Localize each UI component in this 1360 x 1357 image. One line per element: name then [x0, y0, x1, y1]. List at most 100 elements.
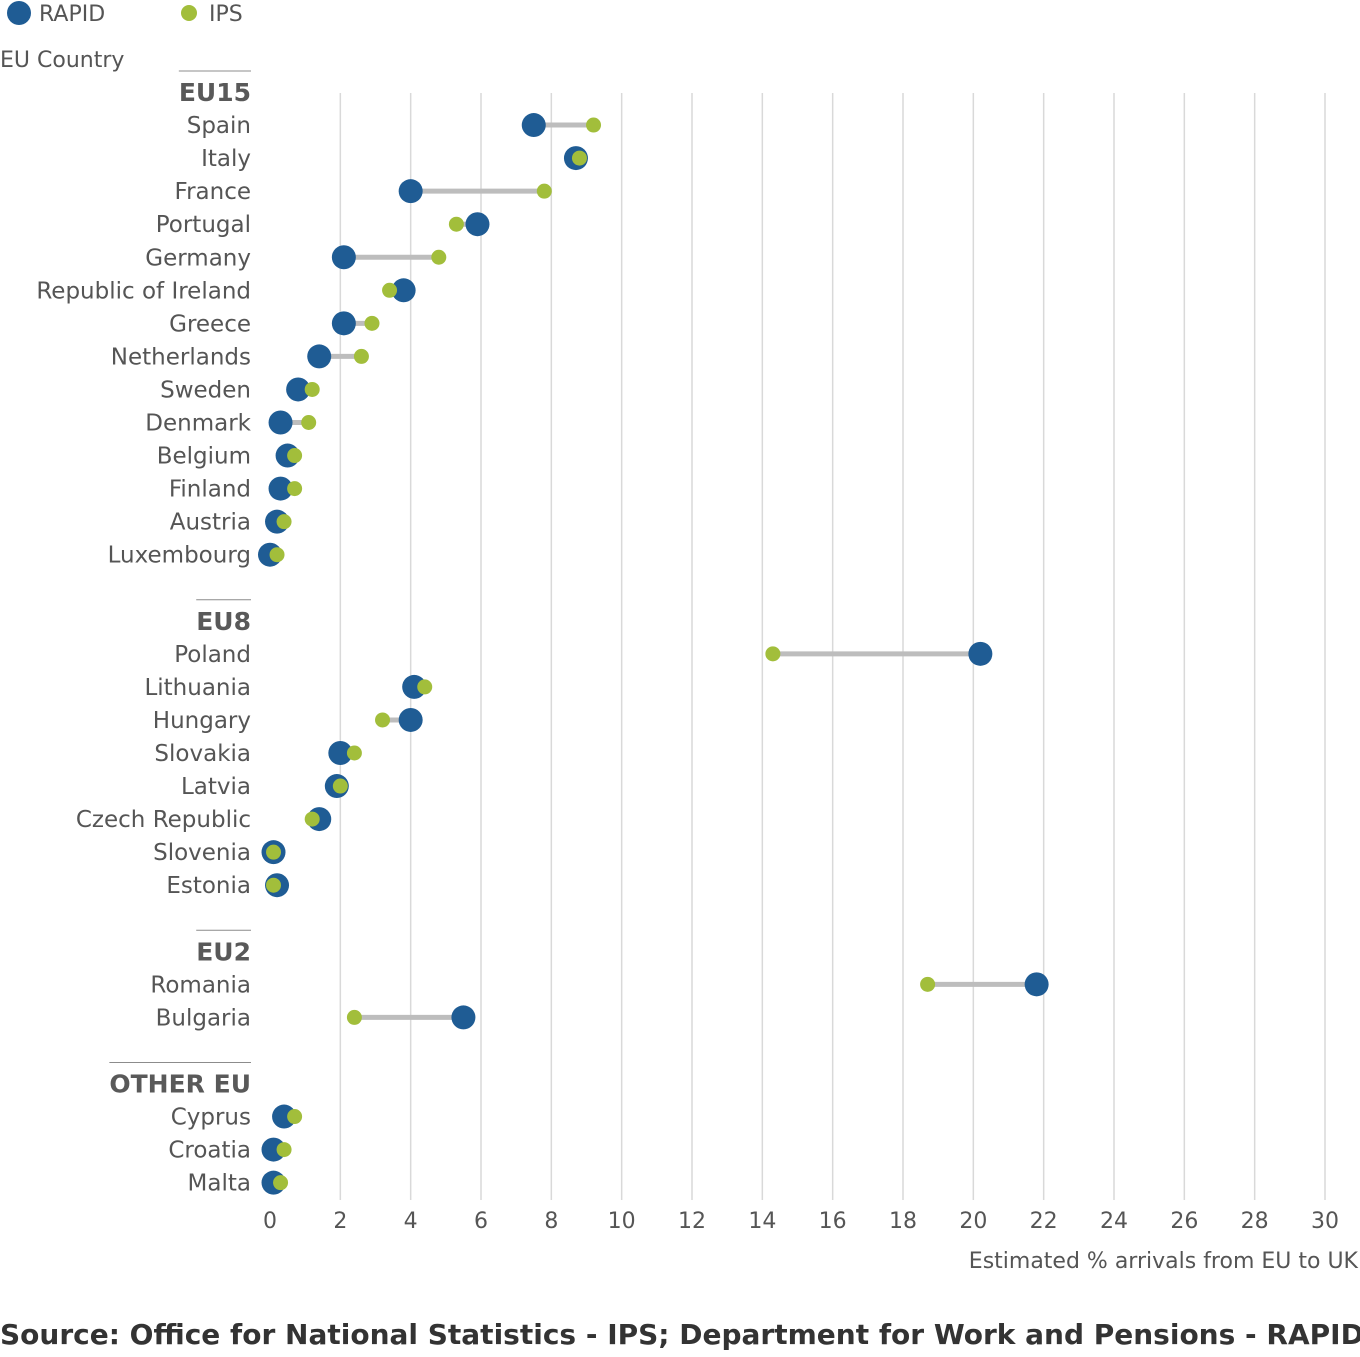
rapid-point	[465, 212, 490, 237]
country-label: Austria	[170, 510, 251, 536]
country-label: Romania	[150, 972, 251, 998]
rapid-point	[402, 674, 427, 699]
ips-point	[287, 448, 303, 464]
country-label: Germany	[145, 245, 251, 271]
category-labels: EU15 Spain Italy France Portugal Germany Repub…	[36, 70, 252, 1197]
ips-point	[346, 1009, 362, 1025]
x-tick-label: 10	[608, 1209, 636, 1234]
ips-point	[304, 381, 320, 397]
ips-point	[417, 679, 433, 695]
rapid-point	[391, 278, 416, 303]
rapid-point	[307, 344, 332, 369]
ips-point	[332, 778, 348, 794]
group-label: EU2	[196, 937, 251, 966]
country-label: Belgium	[157, 444, 251, 470]
country-label: Finland	[169, 477, 251, 503]
country-label: Latvia	[181, 774, 251, 800]
country-label: Luxembourg	[108, 543, 251, 569]
rapid-point	[261, 1137, 286, 1162]
country-label: Spain	[187, 113, 251, 139]
ips-point	[304, 811, 320, 827]
x-tick-label: 4	[404, 1209, 418, 1234]
ips-point	[269, 547, 285, 563]
ips-point	[301, 415, 317, 430]
x-tick-label: 12	[678, 1209, 706, 1234]
rapid-point	[398, 707, 423, 732]
ips-point	[375, 712, 391, 728]
ips-point	[287, 481, 303, 497]
x-axis: 0 2 4 6 8 10 12 14 16 18 20 22 24 26 28 30	[263, 1209, 1339, 1234]
ips-point	[273, 1175, 289, 1191]
ips-point	[586, 117, 602, 133]
rapid-point	[286, 377, 311, 402]
country-label: Croatia	[168, 1138, 251, 1164]
rapid-point	[331, 245, 356, 270]
rapid-point	[451, 1005, 476, 1030]
country-label: Poland	[174, 642, 251, 668]
rapid-point	[1024, 972, 1049, 997]
ips-point	[765, 646, 781, 662]
ips-point	[287, 1109, 303, 1125]
rapid-point	[398, 179, 423, 204]
country-label: Republic of Ireland	[36, 278, 251, 304]
x-axis-title: Estimated % arrivals from EU to UK	[969, 1249, 1359, 1274]
country-label: Slovenia	[153, 840, 251, 866]
ips-point	[266, 877, 282, 893]
country-label: Estonia	[166, 873, 251, 899]
country-label: Greece	[169, 311, 251, 337]
x-tick-label: 0	[263, 1209, 277, 1234]
x-tick-label: 22	[1030, 1209, 1058, 1234]
group-label: EU8	[196, 607, 251, 636]
country-label: Portugal	[156, 212, 251, 238]
ips-point	[920, 976, 936, 992]
country-label: Czech Republic	[76, 807, 251, 833]
x-tick-label: 14	[748, 1209, 776, 1234]
legend-rapid-marker	[7, 1, 31, 25]
rapid-point	[328, 741, 353, 765]
ips-point	[382, 282, 398, 298]
ips-point	[536, 183, 552, 199]
ips-point	[431, 249, 447, 265]
country-label: Slovakia	[154, 741, 251, 767]
ips-point	[346, 745, 362, 761]
x-tick-label: 8	[544, 1209, 558, 1234]
x-tick-label: 28	[1241, 1209, 1269, 1234]
data-marks	[258, 113, 1049, 1195]
ips-point	[353, 348, 369, 364]
ips-point	[276, 1142, 292, 1158]
country-label: Netherlands	[111, 344, 251, 370]
country-label: Hungary	[153, 708, 251, 734]
legend-ips-marker	[181, 5, 197, 21]
rapid-point	[521, 113, 546, 138]
country-label: Sweden	[160, 377, 251, 403]
legend: RAPID IPS	[7, 1, 243, 27]
rapid-point	[331, 311, 356, 336]
x-tick-label: 24	[1100, 1209, 1128, 1234]
ips-point	[571, 150, 587, 166]
x-tick-label: 2	[333, 1209, 347, 1234]
x-tick-label: 16	[819, 1209, 847, 1234]
x-tick-label: 30	[1311, 1209, 1339, 1234]
rapid-point	[272, 1104, 297, 1129]
x-tick-label: 18	[889, 1209, 917, 1234]
x-tick-label: 20	[959, 1209, 987, 1234]
country-label: France	[175, 179, 251, 205]
ips-point	[448, 216, 464, 232]
gridlines	[339, 93, 1326, 1200]
legend-rapid-label: RAPID	[39, 2, 105, 27]
source-note: Source: Office for National Statistics -…	[0, 1318, 1360, 1351]
group-label: OTHER EU	[109, 1070, 251, 1099]
ips-point	[266, 844, 282, 860]
x-tick-label: 26	[1170, 1209, 1198, 1234]
country-label: Malta	[188, 1171, 251, 1197]
country-label: Denmark	[145, 411, 251, 437]
country-label: Italy	[201, 146, 251, 172]
ips-point	[364, 315, 380, 331]
x-tick-label: 6	[474, 1209, 488, 1234]
dot-plot-chart: EU15 Spain Italy France Portugal Germany Repub…	[0, 1, 1359, 1274]
country-label: Cyprus	[171, 1105, 251, 1131]
rapid-point	[268, 476, 293, 501]
ips-point	[276, 514, 292, 530]
country-label: Bulgaria	[156, 1005, 251, 1031]
group-label: EU15	[179, 78, 251, 107]
